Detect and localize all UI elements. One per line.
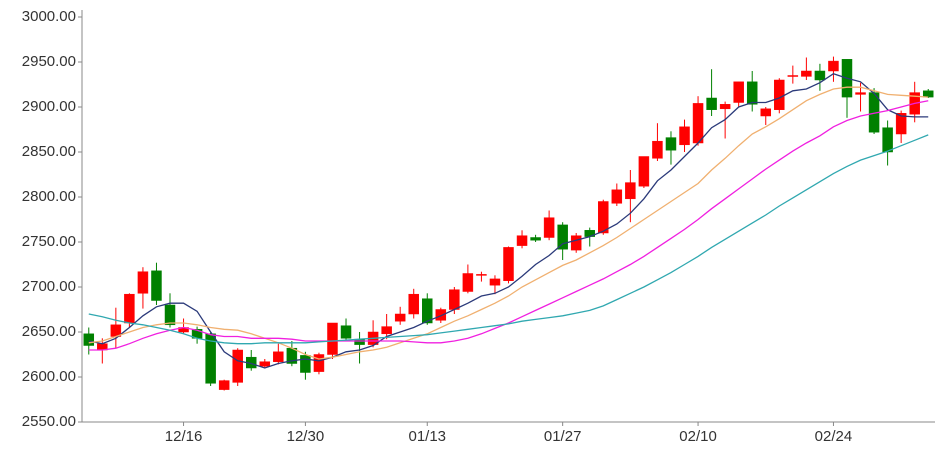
y-tick-label: 2800.00 [22,188,76,205]
candle-body [692,103,704,144]
x-tick-label: 01/13 [408,428,446,445]
x-tick-label: 02/10 [679,428,717,445]
y-tick-label: 2750.00 [22,233,76,250]
y-tick-label: 2950.00 [22,53,76,70]
candle-body [882,127,893,153]
candle-body [774,79,785,110]
candle-body [83,333,95,346]
candle-body [801,70,812,77]
candle-body [557,224,568,250]
candle-body [679,126,690,146]
candle-body [665,137,677,151]
candle-body [205,333,216,384]
candle-body [151,270,162,301]
candle-body [137,271,149,294]
candle-body [706,97,717,110]
candle-body [408,293,419,315]
candle-body [232,349,243,383]
candle-body [476,274,487,276]
moving-average-line [88,86,929,360]
y-tick-label: 2850.00 [22,143,76,160]
candle-body [435,309,447,321]
candle-body [218,380,230,390]
candle-body [327,322,338,355]
candle-body [530,237,541,241]
moving-average-line [88,72,929,369]
candle-body [300,355,311,373]
candle-body [787,75,799,77]
candle-body [598,201,609,234]
y-tick-label: 2600.00 [22,368,76,385]
y-tick-label: 2700.00 [22,278,76,295]
candle-body [543,217,555,238]
candle-body [814,70,826,81]
candle-body [652,140,663,159]
candle-body [828,60,839,72]
candle-body [503,247,514,281]
candle-body [340,325,352,339]
candle-body [625,182,636,200]
candle-body [259,361,271,367]
y-tick-label: 2550.00 [22,413,76,430]
moving-average-line [88,100,929,351]
candle-body [422,298,433,324]
candle-body [638,156,650,187]
y-tick-label: 2650.00 [22,323,76,340]
candle-body [570,235,582,251]
candle-body [381,326,392,335]
x-tick-label: 12/16 [165,428,203,445]
candle-body [462,273,474,292]
candle-body [855,92,866,95]
y-tick-label: 3000.00 [22,8,76,25]
candle-body [164,304,176,326]
candle-body [719,104,731,110]
candle-body [489,278,501,286]
x-tick-label: 01/27 [544,428,582,445]
candle-body [733,81,744,103]
candle-body [449,289,460,310]
x-tick-label: 02/24 [815,428,853,445]
candle-body [124,293,135,324]
moving-average-line [88,134,929,345]
candle-body [895,113,907,135]
candle-body [394,313,406,322]
candle-body [313,354,325,372]
candle-body [611,189,623,204]
y-tick-label: 2900.00 [22,98,76,115]
candle-body [516,235,528,246]
x-tick-label: 12/30 [287,428,325,445]
candle-body [922,90,934,98]
candle-body [746,81,758,105]
candle-body [760,108,772,117]
candle-body [273,351,284,362]
